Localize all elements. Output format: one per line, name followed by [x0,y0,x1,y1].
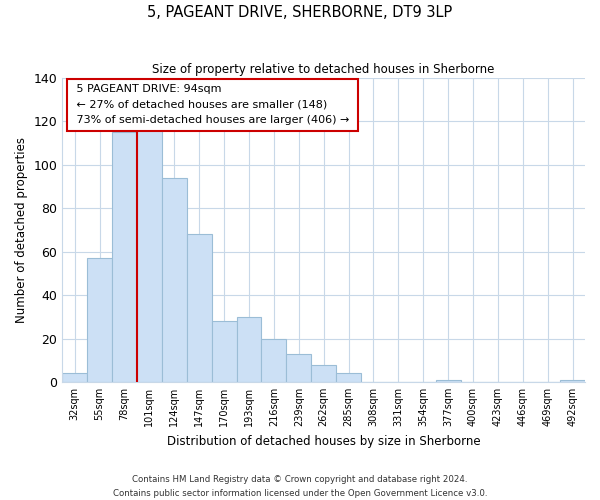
Text: Contains HM Land Registry data © Crown copyright and database right 2024.
Contai: Contains HM Land Registry data © Crown c… [113,476,487,498]
Bar [286,354,311,382]
Bar [236,317,262,382]
Text: 5, PAGEANT DRIVE, SHERBORNE, DT9 3LP: 5, PAGEANT DRIVE, SHERBORNE, DT9 3LP [148,5,452,20]
Bar [187,234,212,382]
Bar [62,373,87,382]
Bar [137,130,162,382]
Y-axis label: Number of detached properties: Number of detached properties [15,137,28,323]
Bar [212,321,236,382]
Bar [436,380,461,382]
Bar [162,178,187,382]
Bar [336,373,361,382]
Title: Size of property relative to detached houses in Sherborne: Size of property relative to detached ho… [152,62,495,76]
Bar [560,380,585,382]
Bar [112,132,137,382]
Text: 5 PAGEANT DRIVE: 94sqm
 ← 27% of detached houses are smaller (148)
 73% of semi-: 5 PAGEANT DRIVE: 94sqm ← 27% of detached… [73,84,353,126]
X-axis label: Distribution of detached houses by size in Sherborne: Distribution of detached houses by size … [167,434,481,448]
Bar [311,364,336,382]
Bar [262,338,286,382]
Bar [87,258,112,382]
